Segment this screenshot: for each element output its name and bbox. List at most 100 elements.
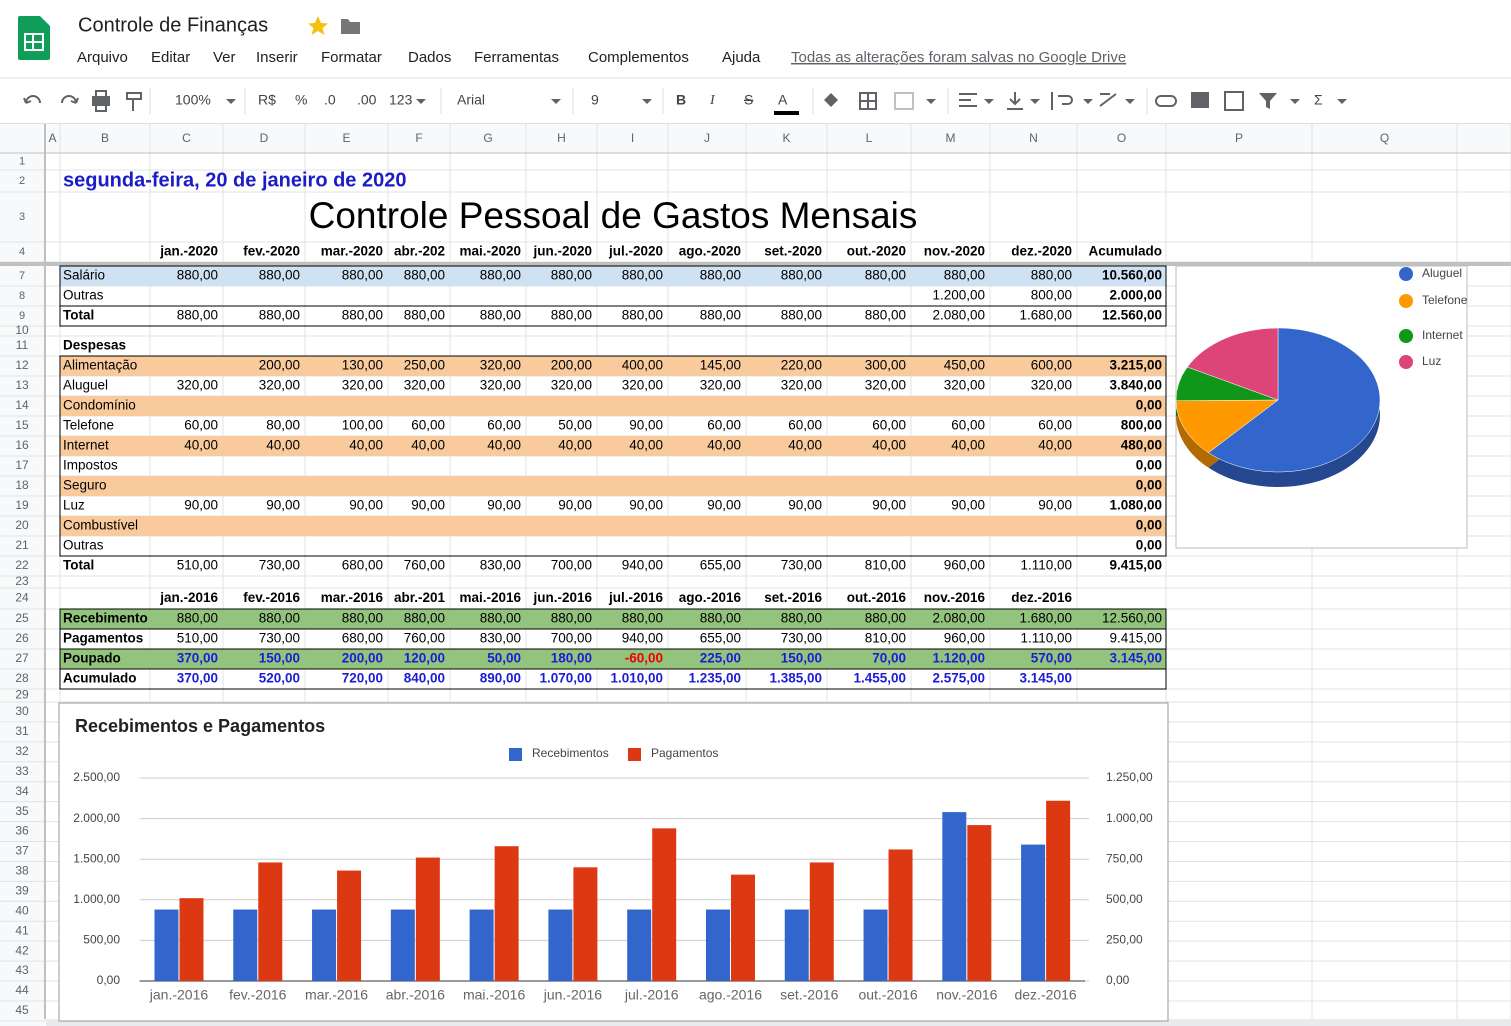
menu-item[interactable]: Ver — [213, 49, 236, 66]
menu-item[interactable]: Editar — [151, 49, 190, 66]
star-icon[interactable] — [308, 16, 328, 35]
menu-item[interactable]: Inserir — [256, 49, 298, 66]
rotate-icon[interactable] — [1099, 93, 1117, 107]
row-label: 19 — [15, 498, 29, 512]
value-cell: 320,00 — [865, 378, 906, 393]
x-tick-label: ago.-2016 — [699, 987, 762, 1003]
toolbar-button[interactable]: A — [778, 92, 788, 108]
row-label: 45 — [15, 1003, 29, 1017]
column-label: D — [260, 131, 269, 145]
toolbar-button[interactable]: 123 — [389, 92, 413, 108]
row-label: 35 — [15, 804, 29, 818]
toolbar-button[interactable]: 100% — [175, 92, 211, 108]
month-header: fev.-2020 — [243, 244, 300, 259]
toolbar-button[interactable]: R$ — [258, 92, 276, 108]
total-cell: 2.000,00 — [1109, 288, 1162, 303]
month-header: fev.-2016 — [243, 590, 300, 605]
value-cell: 60,00 — [487, 418, 521, 433]
row-label: 1 — [19, 155, 25, 167]
sheets-logo[interactable] — [18, 16, 50, 60]
bar — [258, 862, 283, 981]
value-cell: 60,00 — [788, 418, 822, 433]
value-cell: 60,00 — [1038, 418, 1072, 433]
row-label: Total — [63, 558, 94, 573]
value-cell: 880,00 — [700, 611, 741, 626]
menu-item[interactable]: Ajuda — [722, 49, 761, 66]
print-icon[interactable] — [92, 96, 110, 106]
y2-tick-label: 1.250,00 — [1106, 770, 1153, 784]
bar — [888, 849, 913, 981]
row-label: Poupado — [63, 651, 121, 666]
borders-icon[interactable] — [860, 93, 876, 109]
row-label: 36 — [15, 824, 29, 838]
value-cell: 320,00 — [622, 378, 663, 393]
dropdown-arrow[interactable] — [551, 99, 561, 104]
toolbar-button[interactable]: .0 — [324, 92, 336, 108]
print-icon[interactable] — [95, 90, 107, 112]
bar — [312, 909, 337, 981]
toolbar-button[interactable]: S — [744, 92, 753, 108]
save-status[interactable]: Todas as alterações foram salvas no Goog… — [791, 49, 1126, 66]
menu-item[interactable]: Formatar — [321, 49, 382, 66]
bar — [967, 825, 992, 981]
value-cell: 450,00 — [944, 358, 985, 373]
row-label: Seguro — [63, 478, 107, 493]
link-icon[interactable] — [1155, 95, 1177, 107]
dropdown-arrow[interactable] — [642, 99, 652, 104]
menu-item[interactable]: Ferramentas — [474, 49, 559, 66]
value-cell: 90,00 — [266, 498, 300, 513]
dropdown-arrow[interactable] — [226, 99, 236, 104]
wrap-icon[interactable] — [1051, 92, 1073, 110]
toolbar-button[interactable]: .00 — [357, 92, 377, 108]
total-cell: 9.415,00 — [1109, 631, 1162, 646]
dropdown-arrow[interactable] — [926, 99, 1347, 104]
row-label: 21 — [15, 538, 29, 552]
comment-icon[interactable] — [1191, 92, 1209, 108]
value-cell: 40,00 — [629, 438, 663, 453]
merge-icon[interactable] — [894, 92, 914, 110]
value-cell: 880,00 — [480, 308, 521, 323]
row-label: Pagamentos — [63, 631, 143, 646]
row-label: 18 — [15, 478, 29, 492]
scrollbar[interactable] — [46, 1019, 1511, 1026]
fill-color-icon[interactable] — [824, 93, 838, 107]
filter-icon[interactable] — [1259, 93, 1277, 109]
row-label: 39 — [15, 884, 29, 898]
value-cell: 880,00 — [551, 268, 592, 283]
value-cell: 510,00 — [177, 558, 218, 573]
menu-item[interactable]: Dados — [408, 49, 451, 66]
legend-marker — [509, 748, 522, 761]
value-cell: 700,00 — [551, 631, 592, 646]
toolbar-button[interactable]: % — [295, 92, 307, 108]
toolbar-button[interactable]: Arial — [457, 92, 485, 108]
month-header: jul.-2016 — [608, 590, 664, 605]
menu-item[interactable]: Arquivo — [77, 49, 128, 66]
menu-item[interactable]: Complementos — [588, 49, 689, 66]
bar — [627, 909, 652, 981]
redo-icon[interactable] — [61, 95, 79, 104]
row-label: 7 — [19, 270, 25, 282]
value-cell: 1.110,00 — [1020, 631, 1072, 646]
value-cell: 90,00 — [349, 498, 383, 513]
toolbar-button[interactable]: I — [709, 93, 716, 108]
text-color-bar — [774, 111, 799, 115]
chart-icon[interactable] — [1224, 91, 1244, 111]
undo-icon[interactable] — [23, 95, 41, 104]
value-cell: 90,00 — [487, 498, 521, 513]
folder-icon[interactable] — [341, 19, 360, 34]
paint-format-icon[interactable] — [126, 92, 142, 111]
row-fill — [60, 396, 1166, 416]
legend-marker — [1399, 355, 1413, 369]
row-label: 27 — [15, 651, 29, 665]
toolbar-button[interactable]: B — [676, 92, 686, 108]
column-label: A — [48, 131, 56, 145]
valign-icon[interactable] — [1007, 92, 1023, 110]
toolbar-button[interactable]: Σ — [1314, 92, 1323, 108]
dropdown-arrow[interactable] — [416, 99, 426, 104]
bar — [652, 828, 677, 981]
value-cell: 880,00 — [622, 268, 663, 283]
align-icon[interactable] — [959, 93, 977, 107]
row-label: 30 — [15, 704, 29, 718]
toolbar-button[interactable]: 9 — [591, 92, 599, 108]
document-title[interactable]: Controle de Finanças — [78, 14, 268, 36]
